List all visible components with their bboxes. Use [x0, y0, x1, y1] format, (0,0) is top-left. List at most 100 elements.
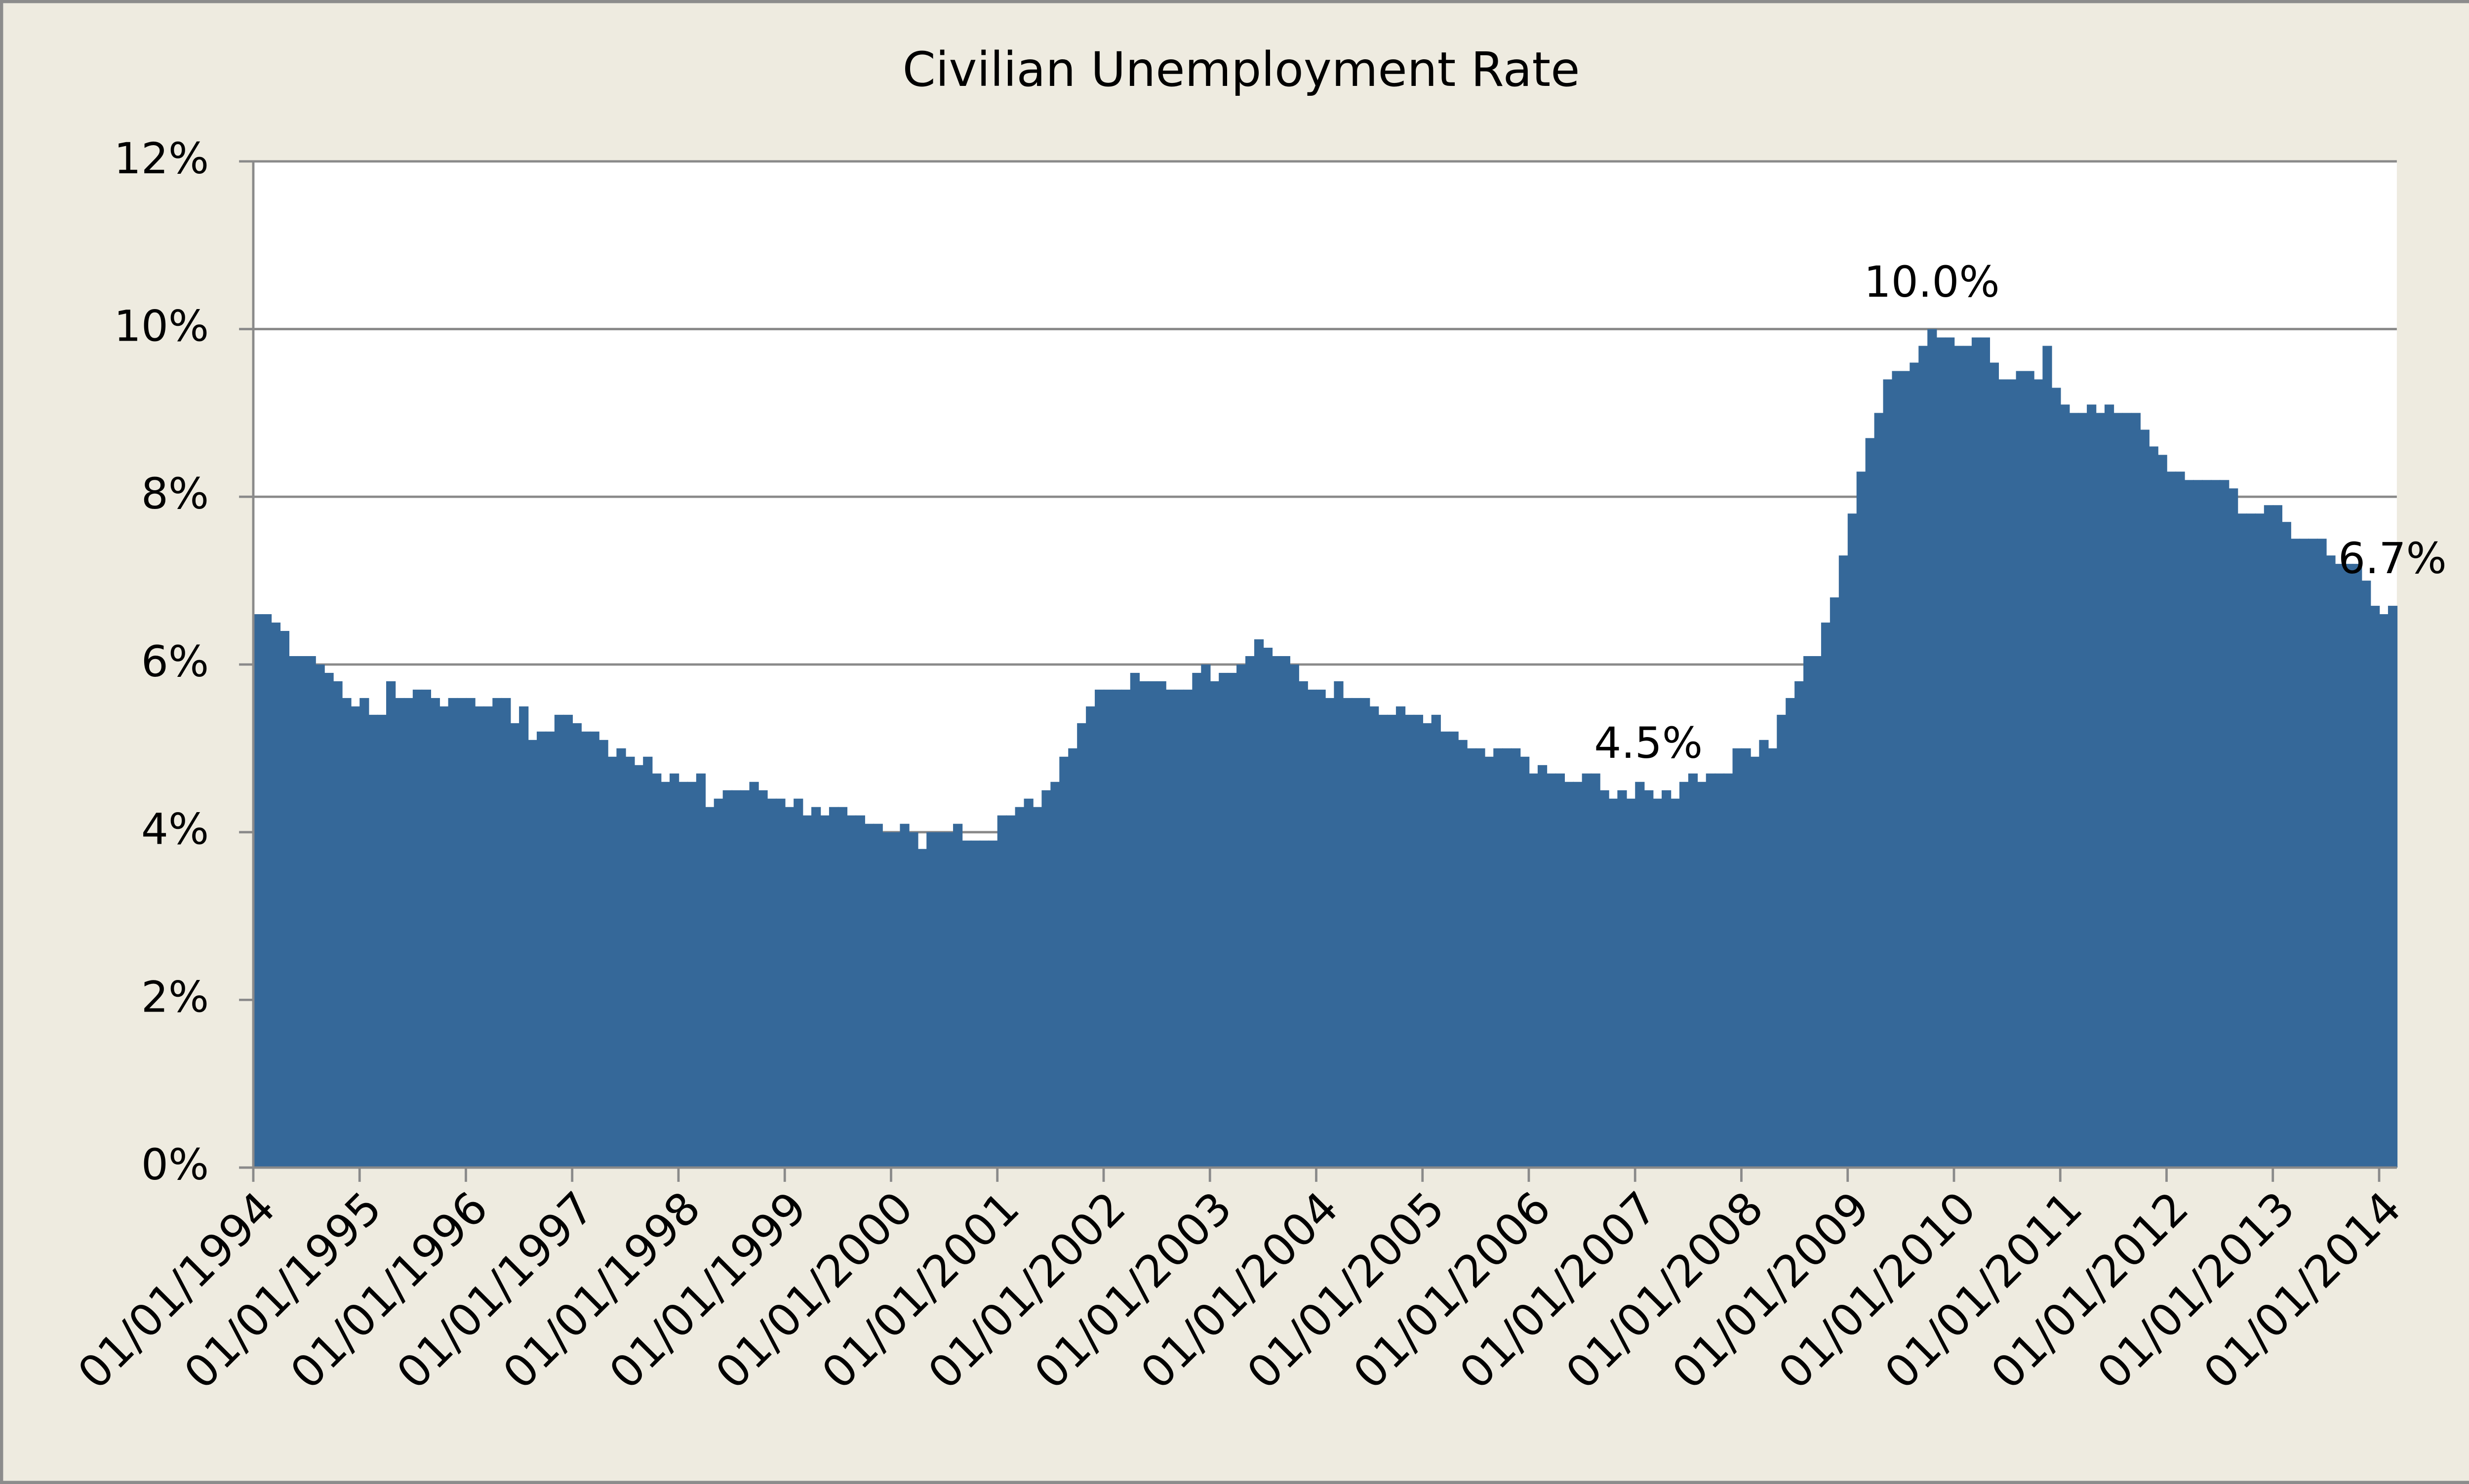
bar — [2078, 413, 2088, 1168]
bar — [253, 614, 263, 1168]
bar — [1927, 329, 1937, 1168]
bar — [457, 698, 467, 1168]
bar — [1901, 371, 1911, 1168]
bar — [2007, 379, 2017, 1168]
bar — [2104, 404, 2114, 1168]
bar — [1555, 773, 1565, 1168]
bar — [1697, 781, 1707, 1168]
bar — [1830, 597, 1840, 1168]
bar — [306, 656, 316, 1168]
bar — [1041, 790, 1051, 1168]
bar — [1369, 706, 1379, 1168]
bar — [342, 698, 352, 1168]
bar — [1493, 748, 1503, 1168]
bar — [634, 765, 644, 1168]
bar — [829, 807, 839, 1168]
bar — [333, 681, 343, 1168]
bar — [749, 781, 759, 1168]
bar — [1440, 731, 1450, 1168]
bar — [279, 631, 289, 1168]
bar — [2069, 413, 2079, 1168]
bar — [785, 807, 795, 1168]
bar — [2326, 555, 2336, 1168]
bar — [855, 815, 865, 1168]
bar — [1404, 714, 1415, 1168]
bar — [1360, 698, 1370, 1168]
bar — [271, 623, 281, 1168]
bar — [475, 706, 484, 1168]
bar — [1953, 346, 1964, 1168]
y-tick-label: 2% — [141, 973, 209, 1022]
bar — [1219, 672, 1229, 1168]
bar — [2095, 413, 2106, 1168]
bar — [2140, 430, 2150, 1168]
bar — [1750, 756, 1760, 1168]
bar — [2184, 480, 2194, 1168]
bar — [1316, 689, 1326, 1168]
y-tick-label: 0% — [141, 1140, 209, 1190]
bar — [1883, 379, 1893, 1168]
bar — [2352, 564, 2362, 1168]
bar — [1387, 714, 1397, 1168]
bar — [1892, 371, 1902, 1168]
bar — [1413, 714, 1424, 1168]
bar — [1245, 656, 1255, 1168]
bar — [2157, 455, 2167, 1168]
bar — [722, 790, 732, 1168]
bar — [1059, 756, 1069, 1168]
bar — [1794, 681, 1804, 1168]
bar — [1786, 698, 1795, 1168]
bar — [961, 840, 972, 1168]
bar — [1395, 706, 1406, 1168]
bar — [616, 748, 626, 1168]
bar — [802, 815, 812, 1168]
bar — [2042, 346, 2052, 1168]
bar — [1670, 798, 1680, 1168]
bar — [1989, 362, 1999, 1168]
bar — [1068, 748, 1078, 1168]
bar — [412, 689, 423, 1168]
bar — [1183, 689, 1193, 1168]
bar — [386, 681, 396, 1168]
bar — [1484, 756, 1494, 1168]
bar — [1112, 689, 1122, 1168]
bar — [1156, 681, 1166, 1168]
bar — [2281, 522, 2291, 1168]
bar — [661, 781, 671, 1168]
bar — [909, 832, 918, 1168]
bar — [1759, 740, 1769, 1168]
bar — [439, 706, 449, 1168]
bar — [1617, 790, 1627, 1168]
data-label: 6.7% — [2338, 534, 2447, 584]
bar — [767, 798, 777, 1168]
bar — [1945, 337, 1955, 1168]
bar — [1714, 773, 1724, 1168]
bar — [1856, 471, 1866, 1168]
bar — [2229, 488, 2238, 1168]
bar — [811, 807, 821, 1168]
bar — [395, 698, 405, 1168]
bar — [288, 656, 298, 1168]
bar — [1821, 623, 1831, 1168]
bar — [1768, 748, 1778, 1168]
bar — [528, 740, 538, 1168]
bar — [377, 714, 387, 1168]
bar — [1874, 413, 1884, 1168]
chart-title: Civilian Unemployment Rate — [903, 42, 1580, 97]
bar — [572, 723, 582, 1168]
bar — [501, 698, 511, 1168]
bar — [1103, 689, 1114, 1168]
bar — [1254, 639, 1264, 1168]
bar — [581, 731, 591, 1168]
bar — [2335, 564, 2345, 1168]
bar — [2149, 446, 2158, 1168]
bar — [448, 698, 458, 1168]
bar — [953, 823, 963, 1168]
bar — [2131, 413, 2141, 1168]
bar — [820, 815, 830, 1168]
bar — [2264, 505, 2274, 1168]
bar — [466, 698, 476, 1168]
bar — [1520, 756, 1530, 1168]
bar — [483, 706, 493, 1168]
